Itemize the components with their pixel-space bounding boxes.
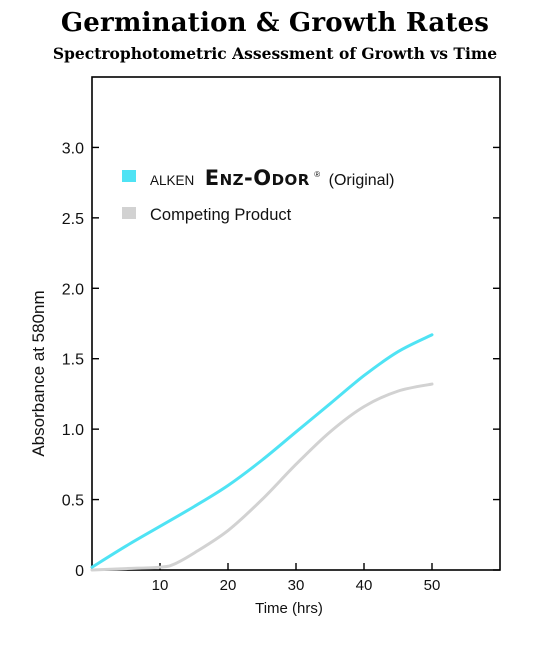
legend: ALKEN Enz-Odor ® (Original) Competing Pr…: [122, 164, 394, 224]
legend-swatch-original: [122, 170, 136, 182]
plot-frame: [91, 76, 501, 571]
y-tick-label: 1.0: [62, 422, 84, 439]
legend-swatch-competing: [122, 207, 136, 219]
y-tick-label: 0: [75, 563, 84, 580]
y-axis-label: Absorbance at 580nm: [29, 290, 48, 456]
legend-label-competing: Competing Product: [150, 206, 292, 224]
legend-product: Enz-Odor: [205, 166, 310, 190]
x-axis-label: Time (hrs): [255, 600, 323, 617]
x-tick-label: 40: [356, 577, 373, 594]
y-tick-label: 2.5: [62, 211, 84, 228]
series-line-0: [90, 333, 434, 569]
chart-subtitle: Spectrophotometric Assessment of Growth …: [52, 44, 498, 63]
series-lines: [90, 333, 434, 572]
series-line-1: [90, 382, 434, 572]
legend-registered-mark: ®: [314, 170, 320, 179]
y-tick-label: 1.5: [62, 352, 84, 369]
legend-label-original: ALKEN Enz-Odor ® (Original): [150, 164, 394, 190]
y-tick-label: 0.5: [62, 493, 84, 510]
x-tick-label: 10: [152, 577, 169, 594]
y-tick-label: 2.0: [62, 281, 84, 298]
legend-suffix: (Original): [329, 172, 395, 189]
legend-brand: ALKEN: [150, 173, 194, 188]
y-axis-ticks: 0 0.5 1.0 1.5 2.0 2.5 3.0: [62, 140, 500, 580]
x-tick-label: 30: [288, 577, 305, 594]
chart-title: Germination & Growth Rates: [60, 8, 490, 38]
x-tick-label: 20: [220, 577, 237, 594]
y-tick-label: 3.0: [62, 140, 84, 157]
x-axis-ticks: 10 20 30 40 50: [152, 563, 441, 594]
x-tick-label: 50: [424, 577, 441, 594]
